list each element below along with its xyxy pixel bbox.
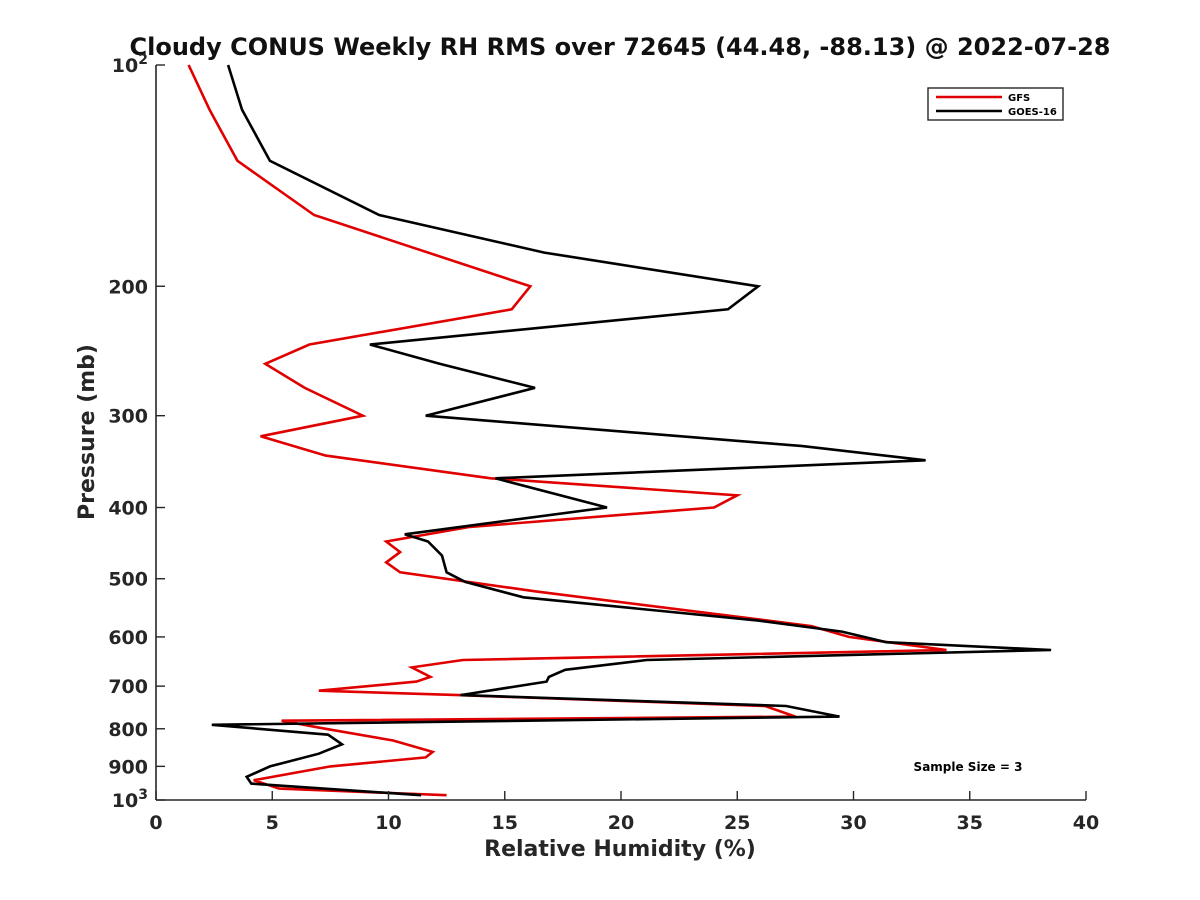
series-line-gfs [187,64,947,797]
x-tick-label: 10 [375,812,401,834]
y-tick-label: 400 [108,498,148,520]
y-tick-label: 103 [112,787,148,812]
legend-label-goes-16: GOES-16 [1008,107,1057,118]
y-tick-label: 200 [108,276,148,298]
y-tick-label: 800 [108,719,148,741]
x-tick-label: 25 [724,812,750,834]
y-tick-label: 900 [108,756,148,778]
series-line-goes-16 [211,64,1052,797]
x-tick-label: 30 [840,812,866,834]
x-tick-label: 35 [957,812,983,834]
x-tick-label: 5 [266,812,279,834]
x-tick-label: 20 [608,812,634,834]
y-tick-label: 300 [108,406,148,428]
x-tick-label: 40 [1073,812,1099,834]
y-tick-label: 700 [108,676,148,698]
chart-title: Cloudy CONUS Weekly RH RMS over 72645 (4… [130,33,1111,61]
sample-size-annotation: Sample Size = 3 [914,760,1023,774]
y-tick-label: 102 [112,52,148,77]
legend-label-gfs: GFS [1008,93,1030,104]
y-tick-label: 600 [108,627,148,649]
series-layer [187,64,1052,797]
axes-layer: 0 5 10 15 20 25 30 35 40 102 200 300 400 500 600 700 800… [108,52,1099,834]
y-axis-label: Pressure (mb) [75,344,100,520]
x-tick-label: 0 [149,812,162,834]
legend-box [927,87,1064,121]
plot-area: 0 5 10 15 20 25 30 35 40 102 200 300 400 500 600 700 800… [108,52,1099,834]
x-tick-label: 15 [492,812,518,834]
x-axis-label: Relative Humidity (%) [484,837,756,862]
legend: GFS GOES-16 [927,87,1064,121]
y-tick-label: 500 [108,569,148,591]
